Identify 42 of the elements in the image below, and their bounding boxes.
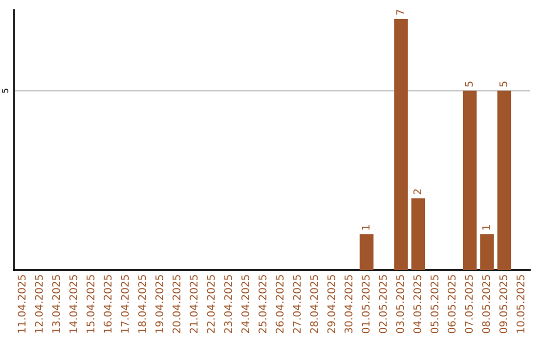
x-tick-label: 25.04.2025 bbox=[258, 275, 266, 334]
x-tick-label: 02.05.2025 bbox=[378, 275, 387, 334]
x-tick-label: 01.05.2025 bbox=[362, 275, 370, 334]
x-tick-label: 17.04.2025 bbox=[120, 275, 129, 333]
x-tick-label: 06.05.2025 bbox=[448, 275, 456, 334]
x-tick-label: 26.04.2025 bbox=[276, 275, 284, 334]
x-tick-label: 07.05.2025 bbox=[464, 275, 473, 334]
bar bbox=[394, 18, 408, 270]
data-label: 5 bbox=[499, 82, 508, 87]
x-tick-label: 24.04.2025 bbox=[241, 275, 250, 334]
data-label: 1 bbox=[482, 225, 490, 230]
bar bbox=[411, 198, 426, 270]
x-tick-label: 05.05.2025 bbox=[430, 275, 438, 334]
data-label: 2 bbox=[413, 189, 422, 194]
x-tick-label: 16.04.2025 bbox=[104, 275, 112, 333]
data-label: 1 bbox=[362, 225, 370, 230]
x-tick-label: 08.05.2025 bbox=[482, 275, 490, 334]
data-label: 5 bbox=[465, 82, 473, 87]
x-tick-label: 28.04.2025 bbox=[310, 275, 318, 334]
x-tick-label: 10.05.2025 bbox=[516, 275, 524, 333]
bar bbox=[462, 90, 477, 270]
bar bbox=[497, 90, 512, 270]
x-tick-label: 03.05.2025 bbox=[396, 275, 404, 334]
x-tick-label: 21.04.2025 bbox=[190, 275, 198, 334]
x-tick-label: 09.05.2025 bbox=[499, 275, 508, 334]
x-tick-label: 15.04.2025 bbox=[86, 275, 94, 333]
x-tick-label: 12.04.2025 bbox=[34, 275, 43, 333]
x-tick-label: 19.04.2025 bbox=[155, 275, 164, 333]
x-tick-label: 20.04.2025 bbox=[172, 275, 180, 334]
x-tick-label: 11.04.2025 bbox=[18, 275, 26, 333]
x-tick-label: 29.04.2025 bbox=[327, 275, 336, 334]
data-label: 7 bbox=[396, 10, 404, 15]
x-tick-label: 27.04.2025 bbox=[292, 275, 301, 334]
x-tick-label: 30.04.2025 bbox=[344, 275, 352, 334]
bar bbox=[360, 234, 374, 270]
x-tick-label: 13.04.2025 bbox=[52, 275, 60, 333]
x-tick-label: 14.04.2025 bbox=[69, 275, 78, 333]
x-tick-label: 04.05.2025 bbox=[413, 275, 422, 334]
x-tick-label: 22.04.2025 bbox=[206, 275, 215, 334]
bar bbox=[480, 234, 494, 270]
x-tick-label: 18.04.2025 bbox=[138, 275, 146, 333]
x-tick-label: 23.04.2025 bbox=[224, 275, 232, 334]
